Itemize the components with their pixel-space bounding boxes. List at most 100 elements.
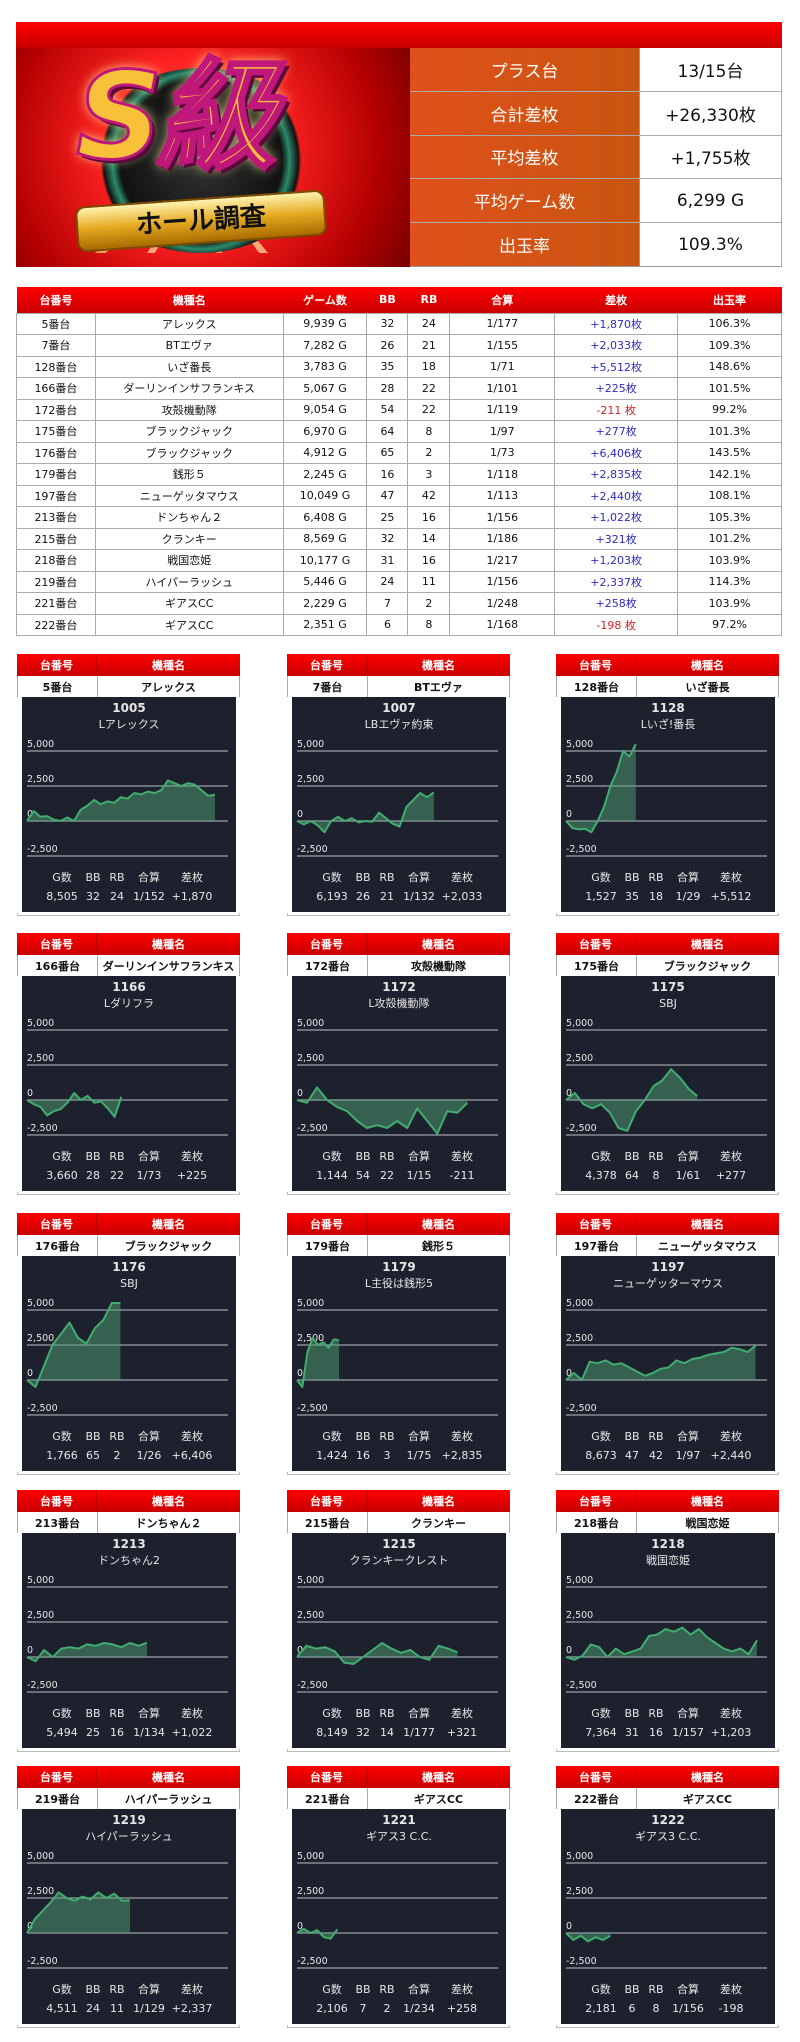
table-row[interactable]: 7番台 BTエヴァ 7,282 G 26 21 1/155 +2,033枚 109.3%	[16, 334, 782, 357]
y-tick-label: 0	[297, 1088, 303, 1099]
summary-label: 合計差枚	[410, 91, 640, 135]
slump-graph-panel: 1176 SBJ 5,000 2,500 0 -2,500 G数 BB RB 合算 差枚…	[22, 1256, 236, 1471]
table-cell: +258枚	[554, 592, 679, 615]
y-tick-label: 0	[566, 1368, 572, 1379]
table-row[interactable]: 128番台 いざ番長 3,783 G 35 18 1/71 +5,512枚 148.6%	[16, 355, 782, 378]
card-bottom-border	[17, 1749, 240, 1752]
stat-value: +258	[446, 2002, 478, 2015]
machine-card[interactable]: 台番号 機種名 7番台 BTエヴァ 1007 LBエヴァ約束 5,000 2,5…	[287, 654, 510, 916]
y-tick-label: 2,500	[27, 1610, 54, 1621]
table-cell: 戦国恋姫	[94, 549, 284, 572]
y-tick-label: -2,500	[297, 1403, 328, 1414]
table-cell: ギアスCC	[94, 613, 284, 636]
machine-card[interactable]: 台番号 機種名 128番台 いざ番長 1128 Lいざ!番長 5,000 2,5…	[556, 654, 779, 916]
machine-card[interactable]: 台番号 機種名 215番台 クランキー 1215 クランキークレスト 5,000…	[287, 1490, 510, 1752]
table-row[interactable]: 176番台 ブラックジャック 4,912 G 65 2 1/73 +6,406枚 143.5%	[16, 441, 782, 464]
card-model-header: 機種名	[152, 659, 185, 672]
table-row[interactable]: 215番台 クランキー 8,569 G 32 14 1/186 +321枚 101.2%	[16, 527, 782, 550]
table-row[interactable]: 218番台 戦国恋姫 10,177 G 31 16 1/217 +1,203枚 103.9%	[16, 549, 782, 572]
table-cell: 179番台	[16, 463, 96, 486]
table-cell: 1/113	[449, 484, 556, 507]
machine-card[interactable]: 台番号 機種名 222番台 ギアスCC 1222 ギアス3 C.C. 5,000…	[556, 1766, 779, 2028]
card-machine-number: 7番台	[288, 676, 368, 697]
stat-label: G数	[52, 1150, 72, 1163]
card-no-header: 台番号	[287, 933, 367, 955]
summary-row: プラス台 13/15台	[410, 48, 782, 92]
table-cell: アレックス	[94, 312, 284, 335]
card-machine-number: 172番台	[288, 955, 368, 976]
card-bottom-border	[287, 2025, 510, 2028]
table-cell: 32	[366, 527, 409, 550]
table-row[interactable]: 219番台 ハイパーラッシュ 5,446 G 24 11 1/156 +2,337枚 114.…	[16, 570, 782, 593]
stat-label: G数	[52, 871, 72, 884]
y-tick-label: 5,000	[297, 1851, 324, 1862]
stat-label: BB	[85, 1983, 101, 1996]
slump-graph: 5,000 2,500 0 -2,500	[296, 1018, 498, 1136]
machine-card[interactable]: 台番号 機種名 5番台 アレックス 1005 Lアレックス 5,000 2,50…	[17, 654, 240, 916]
graph-area	[297, 1338, 340, 1387]
table-row[interactable]: 197番台 ニューゲッタマウス 10,049 G 47 42 1/113 +2,440枚 10…	[16, 484, 782, 507]
table-row[interactable]: 213番台 ドンちゃん２ 6,408 G 25 16 1/156 +1,022枚 105.3%	[16, 506, 782, 529]
stat-label: G数	[52, 1707, 72, 1720]
stat-label: 合算	[138, 1430, 160, 1443]
table-row[interactable]: 175番台 ブラックジャック 6,970 G 64 8 1/97 +277枚 101.3%	[16, 420, 782, 443]
table-row[interactable]: 166番台 ダーリンインサフランキス 5,067 G 28 22 1/101 +225枚 10…	[16, 377, 782, 400]
card-no-header: 台番号	[17, 1490, 97, 1512]
table-row[interactable]: 222番台 ギアスCC 2,351 G 6 8 1/168 -198 枚 97.2%	[16, 613, 782, 636]
card-model-name: BTエヴァ	[414, 680, 463, 694]
machine-card[interactable]: 台番号 機種名 179番台 銭形５ 1179 L主役は銭形5 5,000 2,5…	[287, 1213, 510, 1475]
slump-graph: 5,000 2,500 0 -2,500	[565, 739, 767, 857]
stat-label: 差枚	[451, 1150, 473, 1163]
summary-label: 平均差枚	[410, 135, 640, 179]
graph-machine-id: 1197	[651, 1260, 685, 1274]
card-info-row: 221番台 ギアスCC	[287, 1788, 510, 1809]
table-row[interactable]: 179番台 銭形５ 2,245 G 16 3 1/118 +2,835枚 142.1%	[16, 463, 782, 486]
card-header: 台番号 機種名	[17, 654, 240, 676]
y-tick-label: 5,000	[566, 1575, 593, 1586]
stat-value: 1/157	[672, 1726, 704, 1739]
stat-value: 1/61	[675, 1169, 701, 1182]
stat-label: RB	[648, 1150, 664, 1163]
table-cell: 1/168	[449, 613, 556, 636]
table-row[interactable]: 172番台 攻殻機動隊 9,054 G 54 22 1/119 -211 枚 99.2%	[16, 398, 782, 421]
table-cell: 114.3%	[677, 570, 782, 593]
stat-value: 65	[86, 1449, 100, 1462]
stat-value: 1,424	[316, 1449, 348, 1462]
stat-value: 16	[649, 1726, 663, 1739]
graph-line	[565, 1626, 758, 1661]
card-bottom-border	[287, 1192, 510, 1195]
machine-card[interactable]: 台番号 機種名 166番台 ダーリンインサフランキス 1166 Lダリフラ 5,…	[17, 933, 240, 1195]
table-row[interactable]: 221番台 ギアスCC 2,229 G 7 2 1/248 +258枚 103.9%	[16, 592, 782, 615]
y-tick-label: -2,500	[297, 1123, 328, 1134]
card-header: 台番号 機種名	[17, 933, 240, 955]
machine-card[interactable]: 台番号 機種名 172番台 攻殻機動隊 1172 L攻殻機動隊 5,000 2,…	[287, 933, 510, 1195]
stat-label: 合算	[138, 1707, 160, 1720]
stat-value: +2,440	[710, 1449, 752, 1462]
table-cell: 銭形５	[94, 463, 284, 486]
y-tick-label: -2,500	[27, 1403, 58, 1414]
machine-card[interactable]: 台番号 機種名 221番台 ギアスCC 1221 ギアス3 C.C. 5,000…	[287, 1766, 510, 2028]
card-no-header: 台番号	[556, 1490, 636, 1512]
y-tick-label: -2,500	[566, 844, 597, 855]
table-cell: 1/73	[449, 441, 556, 464]
graph-line	[565, 743, 637, 834]
graph-area	[297, 1643, 458, 1664]
stat-value: 1/73	[136, 1169, 162, 1182]
machine-card[interactable]: 台番号 機種名 219番台 ハイパーラッシュ 1219 ハイパーラッシュ 5,0…	[17, 1766, 240, 2028]
machine-card[interactable]: 台番号 機種名 213番台 ドンちゃん２ 1213 ドンちゃん2 5,000 2…	[17, 1490, 240, 1752]
graph-line	[565, 1345, 757, 1381]
machine-card[interactable]: 台番号 機種名 175番台 ブラックジャック 1175 SBJ 5,000 2,…	[556, 933, 779, 1195]
card-no-header: 台番号	[287, 1490, 367, 1512]
graph-machine-name: L主役は銭形5	[364, 1277, 434, 1290]
card-header: 台番号 機種名	[556, 1766, 779, 1788]
machine-card[interactable]: 台番号 機種名 197番台 ニューゲッタマウス 1197 ニューゲッターマウス …	[556, 1213, 779, 1475]
machine-card[interactable]: 台番号 機種名 218番台 戦国恋姫 1218 戦国恋姫 5,000 2,500…	[556, 1490, 779, 1752]
graph-area	[27, 1642, 147, 1662]
card-bottom-border	[556, 913, 779, 916]
machine-card[interactable]: 台番号 機種名 176番台 ブラックジャック 1176 SBJ 5,000 2,…	[17, 1213, 240, 1475]
table-row[interactable]: 5番台 アレックス 9,939 G 32 24 1/177 +1,870枚 106.3%	[16, 312, 782, 335]
card-no-header: 台番号	[556, 1766, 636, 1788]
slump-graph-panel: 1213 ドンちゃん2 5,000 2,500 0 -2,500 G数 BB RB 合…	[22, 1533, 236, 1748]
stats-values: 5,494 25 16 1/134 +1,022	[22, 1726, 236, 1740]
card-model-header: 機種名	[422, 659, 455, 672]
